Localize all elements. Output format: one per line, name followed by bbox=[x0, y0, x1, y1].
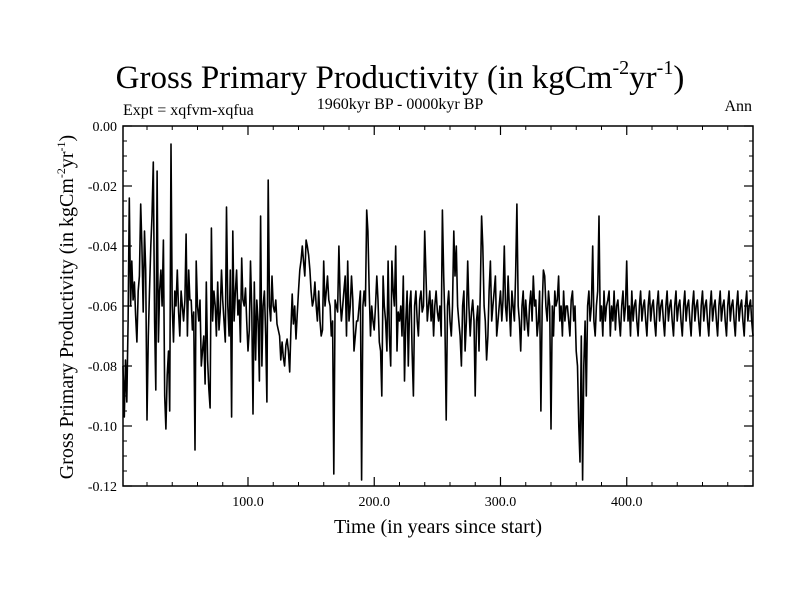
chart-title: Gross Primary Productivity (in kgCm-2yr-… bbox=[0, 58, 800, 98]
y-tick-label: -0.10 bbox=[88, 420, 117, 435]
title-text: Gross Primary Productivity (in kgCm bbox=[115, 60, 613, 96]
title-text-mid: yr bbox=[629, 60, 657, 96]
data-series-line bbox=[122, 143, 754, 481]
ylabel-text-end: ) bbox=[56, 134, 78, 142]
ylabel-text-mid: yr bbox=[56, 151, 78, 169]
x-axis-label: Time (in years since start) bbox=[333, 516, 543, 538]
x-tick-label: 200.0 bbox=[358, 495, 390, 510]
x-tick-label: 300.0 bbox=[485, 495, 517, 510]
title-text-end: ) bbox=[673, 60, 685, 96]
y-tick-label: -0.12 bbox=[88, 480, 117, 495]
title-exponent-1: -2 bbox=[612, 57, 630, 79]
y-tick-label: -0.02 bbox=[88, 180, 117, 195]
chart-subtitle: 1960kyr BP - 0000kyr BP bbox=[316, 96, 484, 113]
experiment-label: Expt = xqfvm-xqfua bbox=[123, 102, 254, 119]
season-label: Ann bbox=[724, 98, 752, 115]
ylabel-exponent-2: -1 bbox=[54, 141, 68, 152]
x-tick-label: 400.0 bbox=[611, 495, 643, 510]
y-tick-label: -0.04 bbox=[88, 240, 117, 255]
axis-tick-labels: 0.00 -0.02 -0.04 -0.06 -0.08 -0.10 -0.12 100.0 2… bbox=[88, 120, 643, 510]
y-tick-label: -0.06 bbox=[88, 300, 117, 315]
ylabel-text: Gross Primary Productivity (in kgCm bbox=[56, 178, 78, 480]
title-exponent-2: -1 bbox=[656, 57, 674, 79]
ylabel-exponent-1: -2 bbox=[54, 168, 68, 179]
x-tick-label: 100.0 bbox=[232, 495, 264, 510]
y-tick-label: -0.08 bbox=[88, 360, 117, 375]
y-axis-label: Gross Primary Productivity (in kgCm-2yr-… bbox=[54, 134, 78, 480]
y-tick-label: 0.00 bbox=[93, 120, 118, 135]
